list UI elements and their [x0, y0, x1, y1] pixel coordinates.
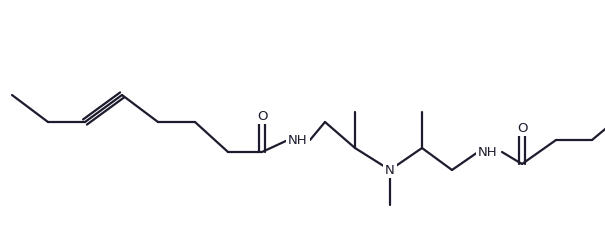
Text: O: O: [517, 122, 527, 134]
Text: O: O: [257, 110, 267, 123]
Text: NH: NH: [288, 133, 308, 146]
Text: N: N: [385, 164, 395, 177]
Text: NH: NH: [478, 145, 498, 159]
